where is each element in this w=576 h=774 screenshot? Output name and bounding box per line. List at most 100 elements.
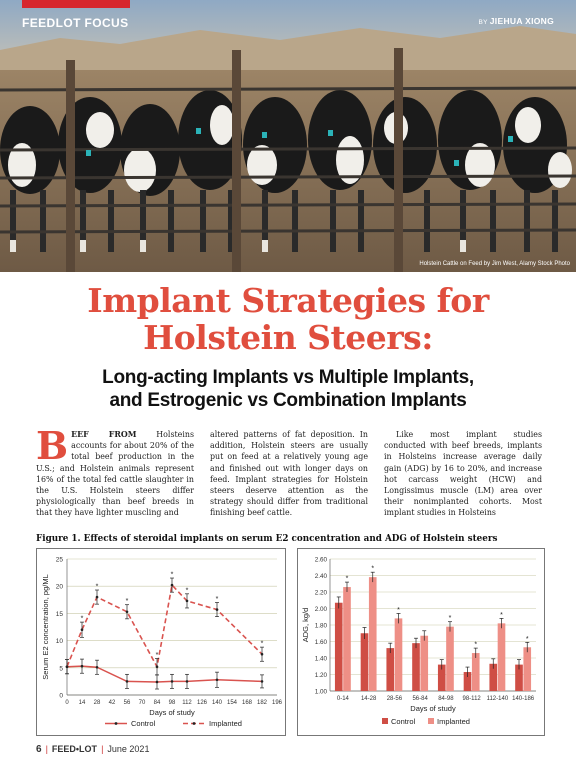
x-tick-label: 98-112	[463, 696, 482, 702]
x-tick-label: 42	[109, 700, 116, 706]
significance-marker: *	[156, 652, 159, 659]
data-point	[185, 599, 189, 603]
y-tick-label: 1.40	[315, 656, 328, 663]
x-tick-label: 56	[124, 700, 131, 706]
significance-marker: *	[126, 598, 129, 605]
data-point	[260, 680, 264, 683]
legend-label: Implanted	[437, 717, 470, 726]
x-tick-label: 140	[212, 700, 223, 706]
significance-marker: *	[216, 596, 219, 603]
figure-caption: Figure 1. Effects of steroidal implants …	[36, 534, 498, 544]
bar-implanted	[471, 653, 480, 691]
y-tick-label: 2.00	[315, 606, 328, 613]
body-text-3: Like most implant studies conducted with…	[384, 430, 542, 518]
legend-label: Control	[131, 719, 156, 728]
body-column-1: B EEF FROM Holsteins accounts for about 2…	[36, 427, 194, 519]
y-tick-label: 10	[56, 638, 64, 645]
bar-control	[360, 633, 369, 691]
legend-swatch	[382, 718, 388, 724]
y-tick-label: 1.00	[315, 689, 328, 696]
bar-implanted	[420, 635, 429, 691]
body-column-3: Like most implant studies conducted with…	[384, 429, 542, 519]
body-text-2: altered patterns of fat deposition. In a…	[210, 430, 368, 518]
data-point	[185, 680, 189, 683]
legend-label: Implanted	[209, 719, 242, 728]
y-tick-label: 1.20	[315, 672, 328, 679]
y-tick-label: 20	[56, 584, 64, 591]
data-point	[80, 628, 84, 632]
article-title-line1: Implant Strategies for	[87, 281, 489, 320]
adg-bar-chart: 1.00 1.20 1.40 1.60 1.80 2.00 2.20 2.40 2.60 0-14…	[301, 557, 536, 726]
x-tick-label: 126	[197, 700, 208, 706]
x-tick-label: 0	[65, 700, 69, 706]
article-subtitle-line1: Long-acting Implants vs Multiple Implant…	[102, 367, 474, 388]
data-point	[80, 664, 84, 668]
x-tick-label: 112-140	[487, 696, 509, 702]
significance-marker: *	[371, 566, 374, 573]
publication-name: FEED•LOT	[51, 744, 98, 754]
data-point	[215, 678, 219, 682]
significance-marker: *	[526, 636, 529, 643]
significance-marker: *	[171, 572, 174, 579]
x-tick-label: 112	[182, 700, 192, 706]
y-axis-label: ADG, kg/d	[301, 608, 310, 643]
bar-implanted	[368, 577, 377, 691]
section-accent-bar	[22, 0, 130, 8]
section-label: FEEDLOT FOCUS	[22, 16, 129, 30]
y-tick-label: 25	[56, 557, 64, 564]
data-point	[125, 680, 129, 683]
data-point	[215, 608, 219, 611]
article-title: Implant Strategies for Holstein Steers:	[0, 282, 576, 356]
x-tick-label: 196	[272, 700, 283, 706]
bar-control	[386, 648, 395, 691]
article-title-line2: Holstein Steers:	[143, 318, 433, 357]
issue-date: June 2021	[107, 744, 150, 754]
bar-control	[489, 663, 498, 691]
y-axis-label: Serum E2 concentration, pg/ML	[41, 574, 50, 679]
x-tick-label: 84-98	[438, 696, 454, 702]
y-tick-label: 2.40	[315, 573, 328, 580]
x-tick-label: 182	[257, 700, 268, 706]
significance-marker: *	[397, 607, 400, 614]
significance-marker: *	[500, 612, 503, 619]
lead-caps: EEF FROM	[71, 430, 137, 439]
significance-marker: *	[186, 587, 189, 594]
article-subtitle-line2: and Estrogenic vs Combination Implants	[109, 390, 467, 411]
significance-marker: *	[261, 641, 264, 648]
significance-marker: *	[474, 642, 477, 649]
x-tick-label: 56-84	[412, 696, 428, 702]
y-tick-label: 1.60	[315, 639, 328, 646]
article-subtitle: Long-acting Implants vs Multiple Implant…	[0, 366, 576, 412]
bar-implanted	[446, 626, 454, 691]
bar-implanted	[343, 587, 351, 691]
significance-marker: *	[346, 576, 349, 583]
body-column-2: altered patterns of fat deposition. In a…	[210, 429, 368, 519]
bar-control	[412, 643, 420, 691]
x-axis-label: Days of study	[149, 708, 195, 717]
data-point	[155, 665, 159, 669]
bar-implanted	[523, 647, 532, 691]
y-tick-label: 1.80	[315, 623, 328, 630]
significance-marker: *	[81, 616, 84, 623]
data-point	[260, 652, 264, 656]
bar-implanted	[394, 618, 403, 691]
adg-bar-chart-panel: 1.00 1.20 1.40 1.60 1.80 2.00 2.20 2.40 2.60 0-14…	[297, 548, 545, 736]
page-number: 6	[36, 744, 42, 755]
data-point	[95, 665, 99, 669]
x-tick-label: 70	[139, 700, 146, 706]
x-tick-label: 98	[169, 700, 176, 706]
x-tick-label: 28	[94, 700, 101, 706]
x-tick-label: 14	[79, 700, 86, 706]
x-tick-label: 0-14	[337, 696, 350, 702]
y-tick-label: 2.60	[315, 557, 328, 564]
significance-marker: *	[449, 615, 452, 622]
x-tick-label: 28-56	[387, 696, 403, 702]
x-tick-label: 140-186	[512, 696, 535, 702]
significance-marker: *	[96, 584, 99, 591]
legend-marker	[114, 722, 118, 725]
byline: BY JIEHUA XIONG	[479, 16, 555, 26]
bar-control	[463, 672, 472, 691]
bar-implanted	[497, 623, 506, 691]
data-point	[65, 665, 69, 669]
legend-swatch	[428, 718, 434, 724]
